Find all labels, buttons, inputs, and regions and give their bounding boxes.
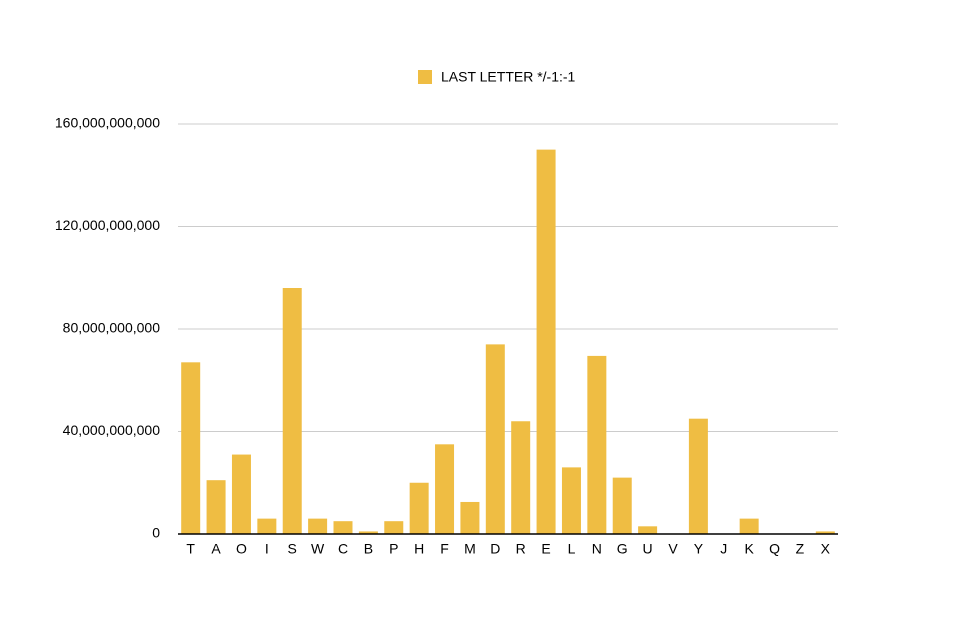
bar — [435, 444, 454, 534]
bar — [334, 521, 353, 534]
bar — [232, 455, 251, 534]
bar — [283, 288, 302, 534]
x-tick-label: K — [744, 541, 754, 557]
x-tick-label: B — [364, 541, 373, 557]
bar — [689, 419, 708, 534]
x-tick-label: X — [821, 541, 831, 557]
y-tick-label: 160,000,000,000 — [55, 115, 160, 131]
x-tick-label: E — [541, 541, 550, 557]
x-tick-label: U — [643, 541, 653, 557]
x-tick-label: Z — [796, 541, 805, 557]
y-tick-label: 120,000,000,000 — [55, 217, 160, 233]
x-tick-label: G — [617, 541, 628, 557]
x-tick-label: D — [490, 541, 500, 557]
bar — [384, 521, 403, 534]
x-tick-label: J — [720, 541, 727, 557]
bar — [537, 150, 556, 534]
bar — [308, 519, 327, 534]
y-tick-label: 0 — [152, 525, 160, 541]
x-tick-label: Y — [694, 541, 704, 557]
bar — [613, 478, 632, 534]
x-tick-label: A — [211, 541, 221, 557]
x-tick-label: H — [414, 541, 424, 557]
x-tick-label: L — [568, 541, 576, 557]
x-tick-label: P — [389, 541, 398, 557]
x-tick-label: F — [440, 541, 449, 557]
x-tick-label: R — [516, 541, 526, 557]
x-tick-label: T — [186, 541, 195, 557]
bar — [181, 362, 200, 534]
bar — [638, 526, 657, 534]
bar — [486, 344, 505, 534]
x-tick-label: C — [338, 541, 348, 557]
x-tick-label: O — [236, 541, 247, 557]
bar — [562, 467, 581, 534]
x-tick-label: V — [668, 541, 678, 557]
x-tick-label: W — [311, 541, 325, 557]
x-tick-label: N — [592, 541, 602, 557]
bar — [460, 502, 479, 534]
bar — [587, 356, 606, 534]
bar — [410, 483, 429, 534]
x-tick-label: S — [288, 541, 297, 557]
bar — [257, 519, 276, 534]
x-tick-label: Q — [769, 541, 780, 557]
bar — [207, 480, 226, 534]
y-tick-label: 80,000,000,000 — [63, 320, 161, 336]
x-tick-label: M — [464, 541, 476, 557]
legend-label: LAST LETTER */-1:-1 — [441, 69, 576, 85]
bar — [511, 421, 530, 534]
bar — [740, 519, 759, 534]
legend-swatch — [418, 70, 432, 84]
y-tick-label: 40,000,000,000 — [63, 422, 161, 438]
x-tick-label: I — [265, 541, 269, 557]
